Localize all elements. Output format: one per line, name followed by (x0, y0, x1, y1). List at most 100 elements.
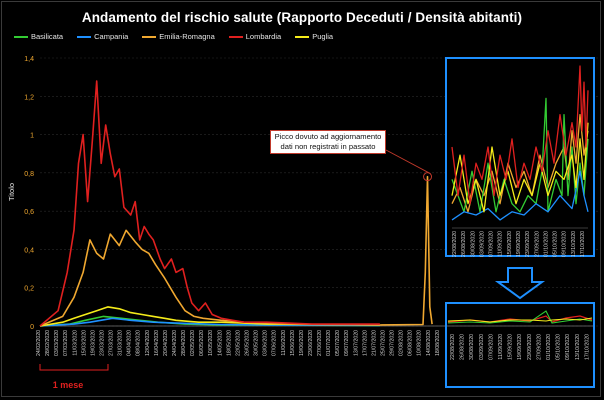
y-tick-label: 1,4 (24, 56, 34, 63)
x-tick-label: 30/05/2020 (254, 330, 260, 356)
zoom-box-tick-label: 07/09/2020 (488, 334, 494, 360)
x-tick-label: 24/02/2020 (36, 330, 42, 356)
x-tick-label: 25/07/2020 (380, 330, 386, 356)
x-tick-label: 24/04/2020 (172, 330, 178, 356)
x-tick-label: 26/05/2020 (244, 330, 250, 356)
x-tick-label: 03/06/2020 (263, 330, 269, 356)
inset-x-tick-label: 07/09/2020 (489, 231, 495, 257)
inset-x-tick-label: 15/09/2020 (507, 231, 513, 257)
y-axis-label: Titolo (7, 183, 16, 201)
legend-item: Lombardia (228, 32, 281, 41)
inset-x-tick-label: 05/10/2020 (553, 231, 559, 257)
x-tick-label: 13/07/2020 (353, 330, 359, 356)
x-tick-label: 17/07/2020 (362, 330, 368, 356)
zoom-box-tick-label: 19/09/2020 (517, 334, 523, 360)
x-tick-label: 02/05/2020 (190, 330, 196, 356)
x-tick-label: 23/03/2020 (99, 330, 105, 356)
zoom-box-tick-label: 23/09/2020 (527, 334, 533, 360)
zoom-box-tick-label: 30/08/2020 (469, 334, 475, 360)
legend-label: Campania (94, 32, 129, 41)
zoom-box-tick-label: 11/09/2020 (498, 334, 504, 360)
x-tick-label: 12/04/2020 (145, 330, 151, 356)
y-tick-label: 0,6 (24, 209, 34, 216)
inset-x-tick-label: 19/09/2020 (516, 231, 522, 257)
inset-x-tick-label: 23/09/2020 (525, 231, 531, 257)
series-line-puglia (39, 306, 380, 327)
legend-swatch (295, 35, 310, 38)
x-tick-label: 04/04/2020 (127, 330, 133, 356)
inset-x-tick-label: 01/10/2020 (543, 231, 549, 257)
inset-x-tick-label: 30/08/2020 (470, 231, 476, 257)
inset-x-tick-label: 09/10/2020 (562, 231, 568, 257)
x-tick-label: 01/07/2020 (326, 330, 332, 356)
inset-x-tick-label: 22/08/2020 (452, 231, 458, 257)
x-tick-label: 07/06/2020 (272, 330, 278, 356)
legend-swatch (142, 35, 157, 38)
x-tick-label: 20/04/2020 (163, 330, 169, 356)
x-tick-label: 18/05/2020 (226, 330, 232, 356)
period-bracket (39, 364, 109, 371)
series-line-lombardia (39, 80, 380, 327)
zoom-box-bottom (445, 302, 595, 388)
inset-x-tick-label: 03/09/2020 (479, 231, 485, 257)
inset-series-line-puglia (451, 122, 589, 213)
y-tick-label: 1 (30, 133, 34, 140)
zoom-box-series-line (447, 317, 593, 323)
x-tick-label: 06/05/2020 (199, 330, 205, 356)
y-tick-label: 0 (30, 324, 34, 331)
zoom-box-tick-label: 15/09/2020 (508, 334, 514, 360)
chart-title: Andamento del rischio salute (Rapporto D… (81, 10, 523, 25)
x-tick-label: 05/07/2020 (335, 330, 341, 356)
zoom-box-tick-label: 03/09/2020 (479, 334, 485, 360)
x-tick-label: 15/06/2020 (290, 330, 296, 356)
x-tick-label: 19/06/2020 (299, 330, 305, 356)
zoom-box-tick-label: 13/10/2020 (575, 334, 581, 360)
x-tick-label: 27/03/2020 (109, 330, 115, 356)
zoom-box-tick-label: 26/08/2020 (460, 334, 466, 360)
x-tick-label: 29/07/2020 (390, 330, 396, 356)
inset-series-line-lombardia (451, 65, 589, 205)
zoom-box-tick-label: 22/08/2020 (450, 334, 456, 360)
legend-label: Basilicata (31, 32, 64, 41)
x-tick-label: 08/04/2020 (136, 330, 142, 356)
legend-label: Puglia (312, 32, 334, 41)
peak-marker (423, 172, 433, 182)
x-tick-label: 02/08/2020 (399, 330, 405, 356)
x-tick-label: 03/03/2020 (54, 330, 60, 356)
period-label: 1 mese (52, 380, 84, 390)
peak-annotation: Picco dovuto ad aggiornamento dati non r… (270, 130, 386, 154)
zoom-box-tick-label: 05/10/2020 (556, 334, 562, 360)
inset-x-tick-label: 26/08/2020 (461, 231, 467, 257)
x-tick-label: 28/04/2020 (181, 330, 187, 356)
legend-swatch (77, 35, 92, 38)
x-tick-label: 19/03/2020 (90, 330, 96, 356)
series-line-emilia-romagna (39, 175, 433, 327)
x-tick-label: 06/08/2020 (408, 330, 414, 356)
y-tick-label: 1,2 (24, 94, 34, 101)
y-tick-label: 0,8 (24, 171, 34, 178)
zoom-arrow-icon (494, 267, 546, 300)
series-line-campania (39, 317, 380, 327)
inset-x-tick-label: 27/09/2020 (534, 231, 540, 257)
x-tick-label: 31/03/2020 (118, 330, 124, 356)
inset-x-tick-label: 17/10/2020 (580, 231, 586, 257)
peak-pointer-line (385, 149, 431, 175)
x-tick-label: 27/06/2020 (317, 330, 323, 356)
legend: Basilicata Campania Emilia-Romagna Lomba… (14, 32, 333, 41)
x-tick-label: 28/02/2020 (45, 330, 51, 356)
zoom-box-tick-label: 27/09/2020 (536, 334, 542, 360)
legend-swatch (14, 35, 28, 38)
x-tick-label: 07/03/2020 (63, 330, 69, 356)
legend-item: Emilia-Romagna (142, 32, 215, 41)
inset-x-tick-label: 11/09/2020 (498, 231, 504, 257)
legend-item: Puglia (295, 32, 333, 41)
x-tick-label: 11/06/2020 (281, 330, 287, 356)
inset-x-tick-label: 13/10/2020 (571, 231, 577, 257)
x-tick-label: 14/08/2020 (426, 330, 432, 356)
x-tick-label: 14/05/2020 (217, 330, 223, 356)
y-tick-label: 0,4 (24, 247, 34, 254)
zoom-box-tick-label: 09/10/2020 (565, 334, 571, 360)
zoom-box-tick-label: 01/10/2020 (546, 334, 552, 360)
